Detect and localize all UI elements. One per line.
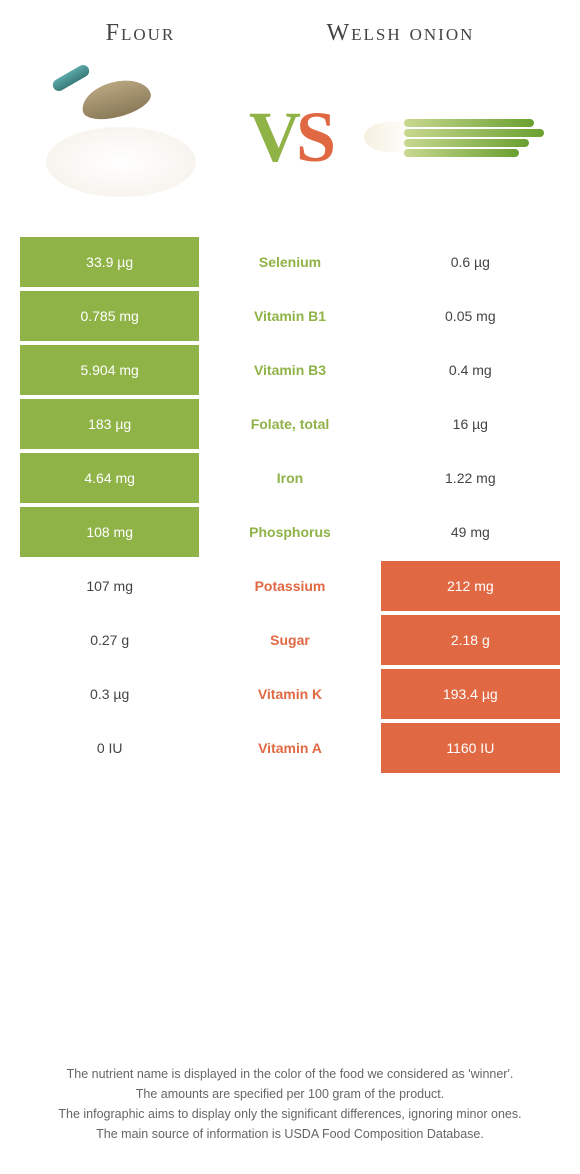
nutrient-name: Sugar	[200, 615, 379, 665]
footer-line: The infographic aims to display only the…	[40, 1104, 540, 1124]
nutrient-name: Vitamin B3	[200, 345, 379, 395]
left-value: 0.3 µg	[20, 669, 200, 719]
left-value: 0.785 mg	[20, 291, 200, 341]
right-value: 1.22 mg	[380, 453, 560, 503]
right-value: 1160 IU	[380, 723, 560, 773]
left-value: 183 µg	[20, 399, 200, 449]
table-row: 5.904 mgVitamin B30.4 mg	[20, 345, 560, 395]
right-value: 0.6 µg	[380, 237, 560, 287]
vs-label: VS	[249, 96, 331, 179]
title-left: Flour	[106, 20, 176, 47]
title-right: Welsh onion	[326, 20, 474, 47]
table-row: 183 µgFolate, total16 µg	[20, 399, 560, 449]
header: Flour Welsh onion	[0, 0, 580, 57]
nutrient-name: Phosphorus	[200, 507, 379, 557]
vs-s: S	[296, 97, 331, 177]
nutrient-name: Selenium	[200, 237, 379, 287]
table-row: 0.3 µgVitamin K193.4 µg	[20, 669, 560, 719]
vs-v: V	[249, 97, 296, 177]
nutrient-name: Vitamin K	[200, 669, 379, 719]
right-value: 2.18 g	[380, 615, 560, 665]
right-value: 16 µg	[380, 399, 560, 449]
footer-line: The nutrient name is displayed in the co…	[40, 1064, 540, 1084]
table-row: 0.27 gSugar2.18 g	[20, 615, 560, 665]
table-row: 4.64 mgIron1.22 mg	[20, 453, 560, 503]
footer-line: The amounts are specified per 100 gram o…	[40, 1084, 540, 1104]
left-value: 108 mg	[20, 507, 200, 557]
right-value: 193.4 µg	[380, 669, 560, 719]
nutrient-name: Vitamin A	[200, 723, 379, 773]
left-value: 0.27 g	[20, 615, 200, 665]
right-value: 49 mg	[380, 507, 560, 557]
table-row: 33.9 µgSelenium0.6 µg	[20, 237, 560, 287]
right-value: 0.4 mg	[380, 345, 560, 395]
hero: VS	[0, 57, 580, 237]
left-value: 33.9 µg	[20, 237, 200, 287]
comparison-table: 33.9 µgSelenium0.6 µg0.785 mgVitamin B10…	[20, 237, 560, 777]
right-value: 212 mg	[380, 561, 560, 611]
left-value: 0 IU	[20, 723, 200, 773]
right-value: 0.05 mg	[380, 291, 560, 341]
table-row: 108 mgPhosphorus49 mg	[20, 507, 560, 557]
nutrient-name: Potassium	[200, 561, 379, 611]
table-row: 107 mgPotassium212 mg	[20, 561, 560, 611]
onion-image	[364, 67, 544, 207]
flour-image	[36, 67, 216, 207]
footer-notes: The nutrient name is displayed in the co…	[0, 1034, 580, 1174]
table-row: 0.785 mgVitamin B10.05 mg	[20, 291, 560, 341]
left-value: 4.64 mg	[20, 453, 200, 503]
table-row: 0 IUVitamin A1160 IU	[20, 723, 560, 773]
footer-line: The main source of information is USDA F…	[40, 1124, 540, 1144]
nutrient-name: Vitamin B1	[200, 291, 379, 341]
nutrient-name: Folate, total	[200, 399, 379, 449]
nutrient-name: Iron	[200, 453, 379, 503]
left-value: 5.904 mg	[20, 345, 200, 395]
left-value: 107 mg	[20, 561, 200, 611]
